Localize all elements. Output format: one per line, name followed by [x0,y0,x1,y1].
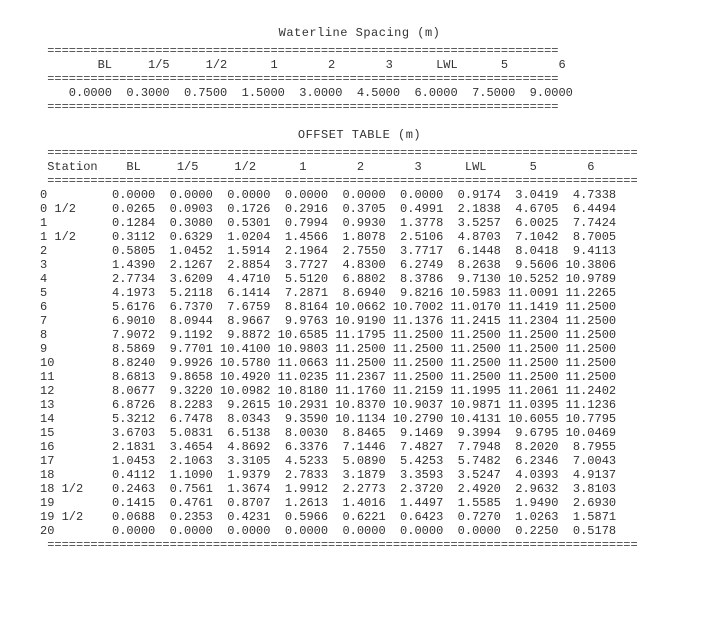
waterline-spacing-rule-top: ========================================… [40,44,679,58]
offset-table-rule-top: ========================================… [40,146,679,160]
table-row: 14 5.3212 6.7478 8.0343 9.3590 10.1134 1… [40,412,679,426]
table-row: 0 0.0000 0.0000 0.0000 0.0000 0.0000 0.0… [40,188,679,202]
table-row: 16 2.1831 3.4654 4.8692 6.3376 7.1446 7.… [40,440,679,454]
table-row: 13 6.8726 8.2283 9.2615 10.2931 10.8370 … [40,398,679,412]
table-row: 19 0.1415 0.4761 0.8707 1.2613 1.4016 1.… [40,496,679,510]
table-row: 7 6.9010 8.0944 8.9667 9.9763 10.9190 11… [40,314,679,328]
table-row: 1 1/2 0.3112 0.6329 1.0204 1.4566 1.8078… [40,230,679,244]
table-row: 5 4.1973 5.2118 6.1414 7.2871 8.6940 9.8… [40,286,679,300]
offset-table-block: OFFSET TABLE (m) =======================… [40,128,679,552]
offset-table-body: 0 0.0000 0.0000 0.0000 0.0000 0.0000 0.0… [40,188,679,538]
waterline-spacing-value-row: 0.0000 0.3000 0.7500 1.5000 3.0000 4.500… [40,86,679,100]
waterline-spacing-rule-bot: ========================================… [40,100,679,114]
waterline-spacing-rule-mid: ========================================… [40,72,679,86]
table-row: 4 2.7734 3.6209 4.4710 5.5120 6.8802 8.3… [40,272,679,286]
table-row: 20 0.0000 0.0000 0.0000 0.0000 0.0000 0.… [40,524,679,538]
waterline-spacing-header-row: BL 1/5 1/2 1 2 3 LWL 5 6 [40,58,679,72]
table-row: 10 8.8240 9.9926 10.5780 11.0663 11.2500… [40,356,679,370]
table-row: 0 1/2 0.0265 0.0903 0.1726 0.2916 0.3705… [40,202,679,216]
table-row: 19 1/2 0.0688 0.2353 0.4231 0.5966 0.622… [40,510,679,524]
offset-table-rule-mid: ========================================… [40,174,679,188]
table-row: 8 7.9072 9.1192 9.8872 10.6585 11.1795 1… [40,328,679,342]
table-row: 11 8.6813 9.8658 10.4920 11.0235 11.2367… [40,370,679,384]
offset-table-header-row: Station BL 1/5 1/2 1 2 3 LWL 5 6 [40,160,679,174]
table-row: 1 0.1284 0.3080 0.5301 0.7994 0.9930 1.3… [40,216,679,230]
table-row: 17 1.0453 2.1063 3.3105 4.5233 5.0890 5.… [40,454,679,468]
waterline-spacing-block: Waterline Spacing (m) ==================… [40,26,679,114]
waterline-spacing-title: Waterline Spacing (m) [40,26,679,40]
table-row: 6 5.6176 6.7370 7.6759 8.8164 10.0662 10… [40,300,679,314]
offset-table-title: OFFSET TABLE (m) [40,128,679,142]
table-row: 12 8.0677 9.3220 10.0982 10.8180 11.1760… [40,384,679,398]
table-row: 3 1.4390 2.1267 2.8854 3.7727 4.8300 6.2… [40,258,679,272]
table-row: 9 8.5869 9.7701 10.4100 10.9803 11.2500 … [40,342,679,356]
table-row: 15 3.6703 5.0831 6.5138 8.0030 8.8465 9.… [40,426,679,440]
table-row: 2 0.5805 1.0452 1.5914 2.1964 2.7550 3.7… [40,244,679,258]
table-row: 18 1/2 0.2463 0.7561 1.3674 1.9912 2.277… [40,482,679,496]
table-row: 18 0.4112 1.1090 1.9379 2.7833 3.1879 3.… [40,468,679,482]
offset-table-rule-bot: ========================================… [40,538,679,552]
